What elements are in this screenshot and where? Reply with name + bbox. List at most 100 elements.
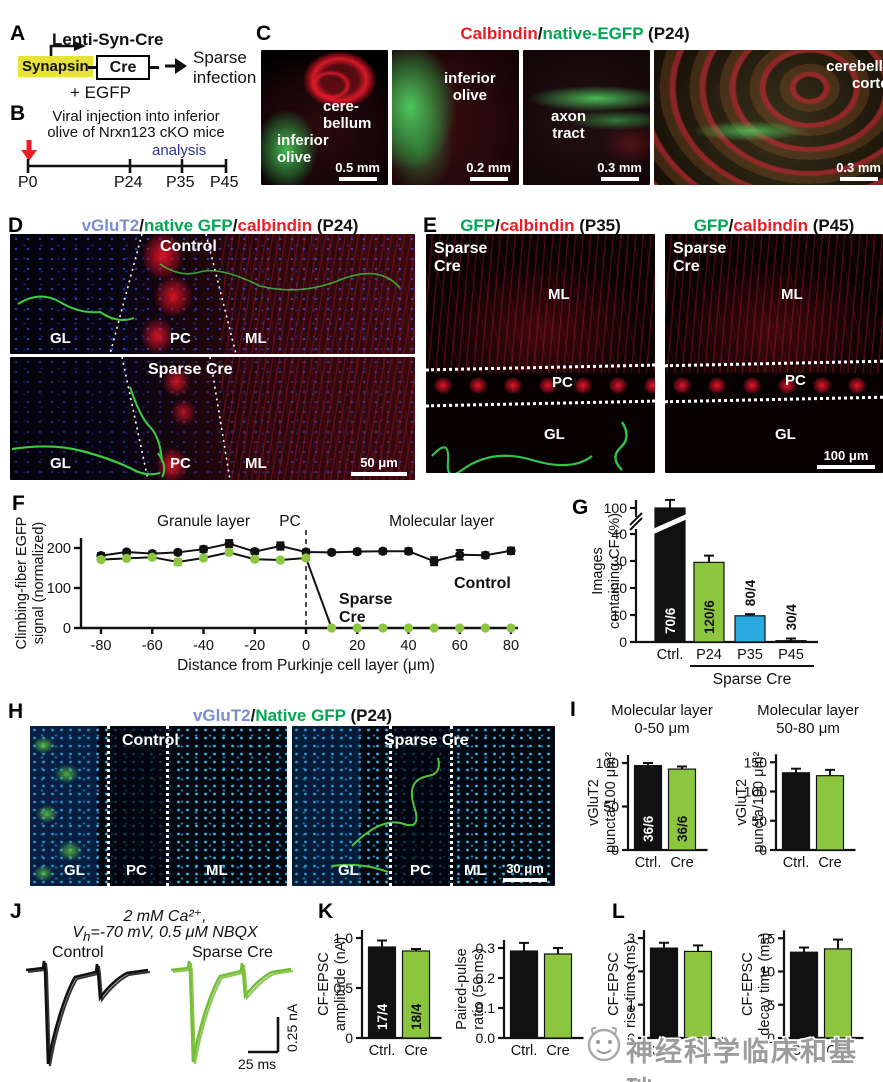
chartL2-svg: 0 5 10 15 Ctrl. Cre CF-EPSCdecay time (ms) bbox=[740, 930, 864, 1059]
h1-pc-label: PC bbox=[126, 862, 147, 879]
e2-condition-l1: Sparse bbox=[673, 240, 727, 257]
e2-pc-label: PC bbox=[785, 372, 806, 389]
svg-text:0: 0 bbox=[759, 842, 767, 858]
d2-ml-texture bbox=[220, 357, 415, 480]
svg-text:Control: Control bbox=[454, 575, 511, 592]
svg-text:30/4: 30/4 bbox=[784, 604, 799, 631]
svg-text:Ctrl.: Ctrl. bbox=[783, 855, 810, 871]
svg-text:15: 15 bbox=[759, 930, 775, 946]
chartI2-title: Molecular layer 50-80 μm bbox=[757, 702, 859, 737]
svg-text:100: 100 bbox=[744, 784, 768, 800]
egfp-text: + EGFP bbox=[70, 83, 131, 102]
h2-scale-text: 30 μm bbox=[506, 861, 544, 876]
watermark-text: 神经科学临床和基础 bbox=[626, 1037, 858, 1082]
svg-text:Cre: Cre bbox=[339, 609, 366, 626]
trace-control-label: Control bbox=[52, 944, 104, 961]
svg-text:36/6: 36/6 bbox=[641, 815, 656, 842]
panel-d-title: vGluT2/native GFP/calbindin (P24) bbox=[30, 216, 410, 236]
e1-condition-l1: Sparse bbox=[434, 240, 488, 257]
svg-text:3: 3 bbox=[627, 930, 635, 946]
panel-k-label: K bbox=[318, 900, 334, 923]
panel-a-label: A bbox=[10, 22, 26, 45]
h1-ml-label: ML bbox=[206, 862, 228, 879]
d1-ml-label: ML bbox=[245, 330, 267, 347]
h2-dotted-right bbox=[449, 726, 453, 886]
result-line2: infection bbox=[193, 68, 257, 87]
scale-v-label: 0.25 nA bbox=[284, 1003, 300, 1052]
micro-h-control: Control GL PC ML bbox=[30, 726, 287, 886]
h1-pc-dim bbox=[109, 726, 172, 886]
vh-v: V bbox=[72, 924, 84, 941]
gene-box: Cre bbox=[96, 55, 150, 80]
svg-text:Ctrl.: Ctrl. bbox=[369, 1043, 396, 1059]
d2-ml-label: ML bbox=[245, 455, 267, 472]
panel-d-title-green: native GFP bbox=[143, 216, 233, 235]
e1-gfp-fiber bbox=[431, 421, 628, 473]
svg-text:Distance from Purkinje cell la: Distance from Purkinje cell layer (μm) bbox=[177, 657, 435, 674]
e2-title-red: calbindin bbox=[733, 216, 808, 235]
svg-text:Ctrl.: Ctrl. bbox=[791, 1043, 818, 1059]
e1-gl-label: GL bbox=[544, 426, 565, 443]
vh-sub: h bbox=[83, 929, 91, 945]
panel-h-label: H bbox=[8, 700, 24, 723]
svg-text:Cre: Cre bbox=[546, 1043, 569, 1059]
c4-scale-text: 0.3 mm bbox=[836, 160, 881, 175]
panel-d-label: D bbox=[8, 214, 24, 237]
panel-d-title-rest: (P24) bbox=[312, 216, 359, 235]
svg-text:Cre: Cre bbox=[686, 1043, 709, 1059]
svg-text:0: 0 bbox=[619, 634, 627, 650]
vh-rest: =-70 mV, 0.5 μM NBQX bbox=[90, 924, 258, 941]
e1-condition-l2: Cre bbox=[434, 258, 461, 275]
svg-text:50: 50 bbox=[603, 799, 619, 815]
vglut2-puncta-50-80-chart: 0 50 100 150 Ctrl. Cre vGluT2puncta/100 μm² bbox=[730, 740, 882, 893]
micro-c1-sagittal: cere- bellum inferior olive 0.5 mm bbox=[261, 50, 388, 185]
e2-scale-text: 100 μm bbox=[823, 448, 869, 463]
h2-scalebar: 30 μm bbox=[503, 861, 547, 882]
panel-j-label: J bbox=[10, 900, 22, 923]
panel-h-title-green: Native GFP bbox=[255, 706, 346, 725]
svg-text:80: 80 bbox=[503, 638, 519, 654]
svg-text:Cre: Cre bbox=[818, 855, 841, 871]
d1-ml-texture bbox=[220, 234, 415, 354]
svg-text:20: 20 bbox=[349, 638, 365, 654]
h1-dotted-right bbox=[166, 726, 170, 886]
svg-text:30: 30 bbox=[611, 553, 627, 569]
promoter-box: Synapsin bbox=[18, 56, 93, 77]
svg-text:Imagescontaining CF (%): Imagescontaining CF (%) bbox=[590, 513, 623, 629]
e1-pc-row bbox=[426, 370, 655, 402]
svg-text:100: 100 bbox=[604, 500, 628, 516]
c3-scalebar: 0.3 mm bbox=[597, 160, 642, 181]
e2-gl-label: GL bbox=[775, 426, 796, 443]
c1-scalebar-line bbox=[338, 177, 377, 181]
svg-text:PC: PC bbox=[279, 513, 301, 530]
svg-text:0: 0 bbox=[767, 1030, 775, 1046]
d1-overlay bbox=[17, 234, 401, 354]
h2-scalebar-line bbox=[503, 878, 547, 882]
chartF-svg: 0 100 200 -80 -60 -40 -20 0 20 40 60 80 Distance fro… bbox=[14, 513, 519, 674]
d1-pc-label: PC bbox=[170, 330, 191, 347]
svg-text:CF-EPSCdecay time (ms): CF-EPSCdecay time (ms) bbox=[740, 933, 773, 1036]
svg-text:vGluT2puncta/100 μm²: vGluT2puncta/100 μm² bbox=[734, 751, 767, 852]
c1-label-l1: cere- bbox=[323, 98, 359, 115]
h1-dotted-left bbox=[107, 726, 111, 886]
c1-label-l2: bellum bbox=[323, 115, 372, 132]
svg-text:2: 2 bbox=[627, 963, 635, 979]
svg-text:Cre: Cre bbox=[670, 855, 693, 871]
e1-ml-label: ML bbox=[548, 286, 570, 303]
svg-text:-80: -80 bbox=[91, 638, 112, 654]
c2-label-l1: inferior bbox=[444, 70, 496, 87]
svg-text:Cre: Cre bbox=[404, 1043, 427, 1059]
svg-text:P35: P35 bbox=[737, 647, 763, 663]
c1-label2-l1: inferior bbox=[277, 132, 329, 149]
h2-pc-dim bbox=[391, 726, 456, 886]
micro-h-sparse-cre: Sparse Cre GL PC ML 30 μm bbox=[292, 726, 555, 886]
svg-text:200: 200 bbox=[47, 541, 71, 557]
chartI1-title: Molecular layer 0-50 μm bbox=[611, 702, 713, 737]
panel-i-label: I bbox=[570, 698, 576, 721]
timepoint-p24: P24 bbox=[114, 174, 143, 191]
result-line1: Sparse bbox=[193, 48, 247, 67]
chartK2-svg: 0.0 0.1 0.2 0.3 Ctrl. Cre Paired-pulseratio (5… bbox=[454, 940, 584, 1059]
c2-scalebar-line bbox=[469, 177, 508, 181]
cf-epsc-amplitude-chart: 0 0.5 1.0 17/4 Ctrl. 18/4 Cre CF-EPSCamplitude … bbox=[312, 912, 454, 1081]
